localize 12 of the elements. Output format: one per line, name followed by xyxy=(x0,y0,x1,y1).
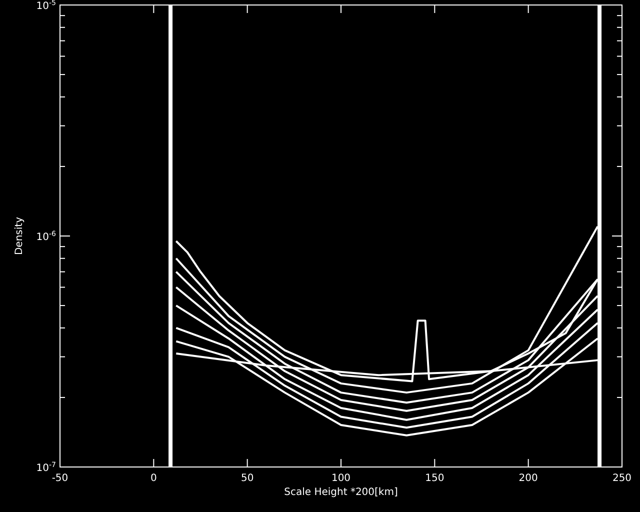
x-tick-label: 100 xyxy=(331,473,351,484)
x-tick-label: 150 xyxy=(425,473,444,484)
x-tick-label: 200 xyxy=(518,473,538,484)
y-tick-label: 10$^{-6}$ xyxy=(36,230,57,243)
x-tick-label: 250 xyxy=(612,473,632,484)
x-tick-label: 50 xyxy=(240,473,254,484)
x-axis-title: Scale Height *200[km] xyxy=(284,487,398,498)
x-tick-label: -50 xyxy=(52,473,68,484)
x-tick-label: 0 xyxy=(150,473,157,484)
y-tick-label: 10$^{-5}$ xyxy=(36,0,56,12)
y-tick-label: 10$^{-7}$ xyxy=(36,461,56,474)
y-axis-title: Density xyxy=(14,216,25,256)
